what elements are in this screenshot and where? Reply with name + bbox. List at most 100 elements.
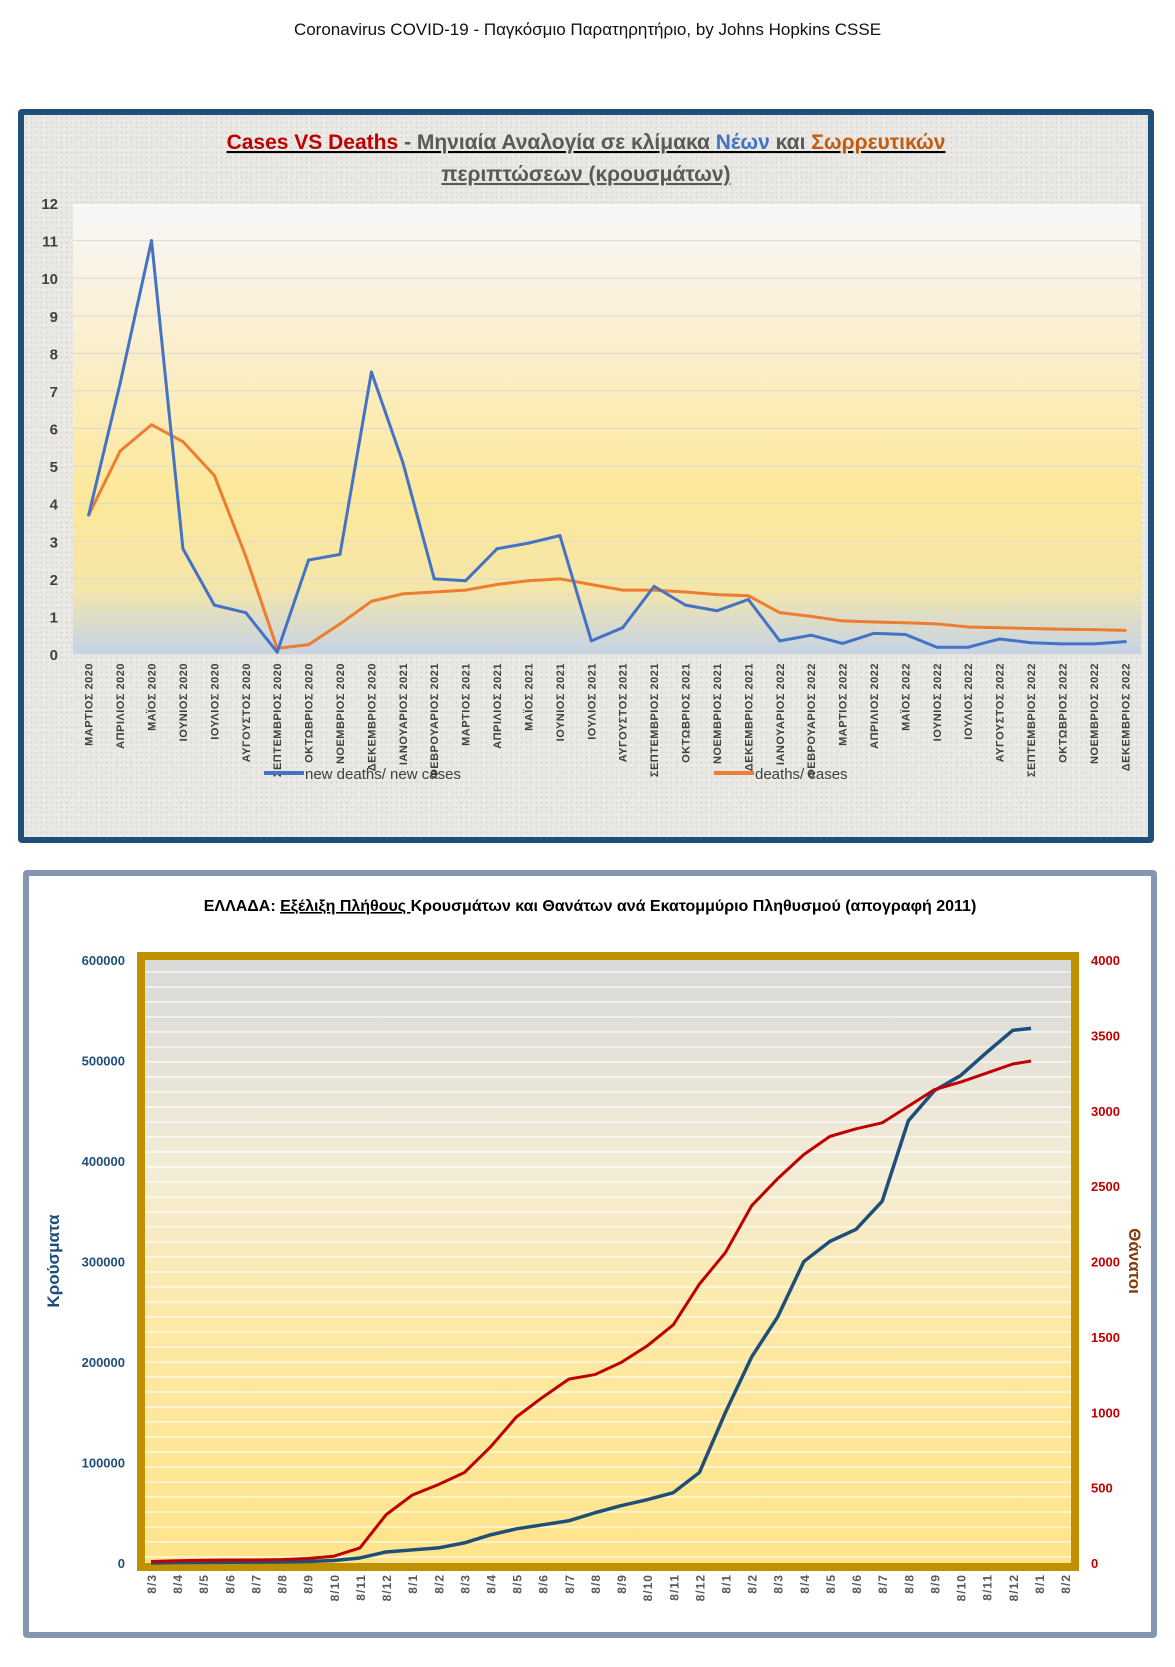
- x-tick-label: 8/4: [484, 1574, 498, 1594]
- data-point: [338, 552, 342, 556]
- x-tick-label: ΜΑΪΟΣ 2021: [522, 663, 535, 731]
- data-point: [495, 582, 499, 586]
- y2-tick-label: 3000: [1091, 1104, 1120, 1119]
- y2-tick-label: 0: [1091, 1556, 1098, 1571]
- data-point: [181, 440, 185, 444]
- x-tick-label: 8/6: [223, 1574, 237, 1594]
- x-tick-label: 8/3: [145, 1574, 159, 1594]
- x-tick-label: ΣΕΠΤΕΜΒΡΙΟΣ 2022: [1026, 663, 1038, 777]
- x-tick-label: ΣΕΠΤΕΜΒΡΙΟΣ 2020: [272, 663, 284, 777]
- x-tick-label: ΟΚΤΩΒΡΙΟΣ 2020: [304, 663, 316, 763]
- data-point: [401, 592, 405, 596]
- data-point: [589, 639, 593, 643]
- x-tick-label: 8/6: [850, 1574, 864, 1594]
- y2-tick-label: 2500: [1091, 1179, 1120, 1194]
- x-tick-label: ΙΟΥΛΙΟΣ 2022: [963, 663, 975, 740]
- x-tick-label: 8/11: [981, 1574, 995, 1601]
- chart-title: ΕΛΛΑΔΑ: Εξέλιξη Πλήθους Κρουσμάτων και Θ…: [204, 898, 977, 915]
- data-point: [746, 594, 750, 598]
- data-point: [526, 541, 530, 545]
- x-tick-label: 8/11: [667, 1574, 681, 1601]
- chart-title-part: ΕΛΛΑΔΑ:: [204, 898, 280, 915]
- y-tick-label: 11: [42, 234, 58, 251]
- data-point: [495, 547, 499, 551]
- y-tick-label: 9: [50, 309, 58, 326]
- x-tick-label: ΙΟΥΛΙΟΣ 2020: [209, 663, 221, 740]
- data-point: [369, 370, 373, 374]
- y-tick-label: 6: [50, 422, 58, 439]
- data-point: [966, 625, 970, 629]
- y-tick-label: 1: [50, 609, 58, 626]
- x-tick-label: ΙΟΥΝΙΟΣ 2020: [178, 663, 190, 741]
- x-tick-label: ΑΠΡΙΛΙΟΣ 2020: [115, 663, 127, 749]
- chart-title-part: Cases VS Deaths: [227, 131, 404, 154]
- x-tick-label: 8/7: [876, 1574, 890, 1594]
- x-tick-label: 8/9: [928, 1574, 942, 1594]
- x-tick-label: ΑΠΡΙΛΙΟΣ 2022: [869, 663, 881, 749]
- chart-title: Cases VS Deaths - Μηνιαία Αναλογία σε κλ…: [227, 131, 946, 154]
- x-tick-label: ΜΑΡΤΙΟΣ 2021: [461, 663, 473, 746]
- data-point: [1123, 640, 1127, 644]
- y2-tick-label: 4000: [1091, 953, 1120, 968]
- data-point: [1092, 628, 1096, 632]
- y-tick-label: 400000: [82, 1154, 125, 1169]
- y-tick-label: 3: [50, 534, 58, 551]
- data-point: [1060, 627, 1064, 631]
- x-tick-label: 8/12: [380, 1574, 394, 1601]
- data-point: [809, 614, 813, 618]
- y-tick-label: 100000: [82, 1456, 125, 1471]
- plot-frame: [137, 952, 1079, 1571]
- x-tick-label: 8/9: [302, 1574, 316, 1594]
- data-point: [1029, 641, 1033, 645]
- x-tick-label: ΙΟΥΝΙΟΣ 2021: [555, 663, 567, 741]
- data-point: [778, 611, 782, 615]
- chart-title-part: και: [770, 131, 811, 154]
- y-tick-label: 8: [50, 346, 58, 363]
- y2-tick-label: 500: [1091, 1481, 1113, 1496]
- data-point: [118, 381, 122, 385]
- x-tick-label: 8/5: [197, 1574, 211, 1594]
- data-point: [1029, 626, 1033, 630]
- data-point: [809, 633, 813, 637]
- x-tick-label: 8/8: [276, 1574, 290, 1594]
- x-tick-label: 8/2: [1059, 1574, 1073, 1594]
- x-tick-label: ΜΑΡΤΙΟΣ 2022: [838, 663, 850, 746]
- data-point: [307, 643, 311, 647]
- x-tick-label: ΟΚΤΩΒΡΙΟΣ 2022: [1057, 663, 1069, 763]
- data-point: [746, 598, 750, 602]
- x-tick-label: 8/10: [328, 1574, 342, 1601]
- data-point: [558, 577, 562, 581]
- data-point: [464, 588, 468, 592]
- page-title: Coronavirus COVID-19 - Παγκόσμιο Παρατηρ…: [293, 20, 882, 39]
- data-point: [621, 588, 625, 592]
- data-point: [935, 645, 939, 649]
- x-tick-label: 8/2: [746, 1574, 760, 1594]
- x-tick-label: 8/4: [798, 1574, 812, 1594]
- y2-tick-label: 2000: [1091, 1255, 1120, 1270]
- x-tick-label: ΝΟΕΜΒΡΙΟΣ 2022: [1089, 663, 1101, 764]
- y-axis-label: Κρούσματα: [44, 1214, 63, 1308]
- ratio-chart-panel: 0 1 2 3 4 5 6 7 8 9 10 11 12 Cases VS Deaths - Μηνιαί…: [18, 109, 1154, 843]
- chart-title-part: Κρουσμάτων και Θανάτων ανά Εκατομμύριο Π…: [411, 898, 977, 915]
- chart-title-part: - Μηνιαία Αναλογία σε κλίμακα: [404, 131, 716, 154]
- cumulative-chart: ΕΛΛΑΔΑ: Εξέλιξη Πλήθους Κρουσμάτων και Θ…: [44, 898, 1144, 1601]
- x-tick-label: ΙΑΝΟΥΑΡΙΟΣ 2022: [775, 663, 787, 765]
- data-point: [150, 423, 154, 427]
- data-point: [998, 637, 1002, 641]
- data-point: [841, 641, 845, 645]
- x-tick-label: 8/5: [824, 1574, 838, 1594]
- x-tick-label: ΑΥΓΟΥΣΤΟΣ 2020: [241, 663, 253, 762]
- data-point: [558, 534, 562, 538]
- y2-tick-label: 1500: [1091, 1330, 1120, 1345]
- data-point: [212, 603, 216, 607]
- y-tick-label: 7: [50, 384, 58, 401]
- data-point: [715, 609, 719, 613]
- data-point: [244, 611, 248, 615]
- chart-title-part: Νέων: [716, 131, 770, 154]
- data-point: [338, 622, 342, 626]
- x-tick-label: ΙΟΥΛΙΟΣ 2021: [586, 663, 598, 740]
- x-tick-label: ΜΑΪΟΣ 2020: [146, 663, 159, 731]
- y-tick-label: 10: [41, 271, 58, 288]
- cumulative-chart-panel: ΕΛΛΑΔΑ: Εξέλιξη Πλήθους Κρουσμάτων και Θ…: [23, 870, 1157, 1638]
